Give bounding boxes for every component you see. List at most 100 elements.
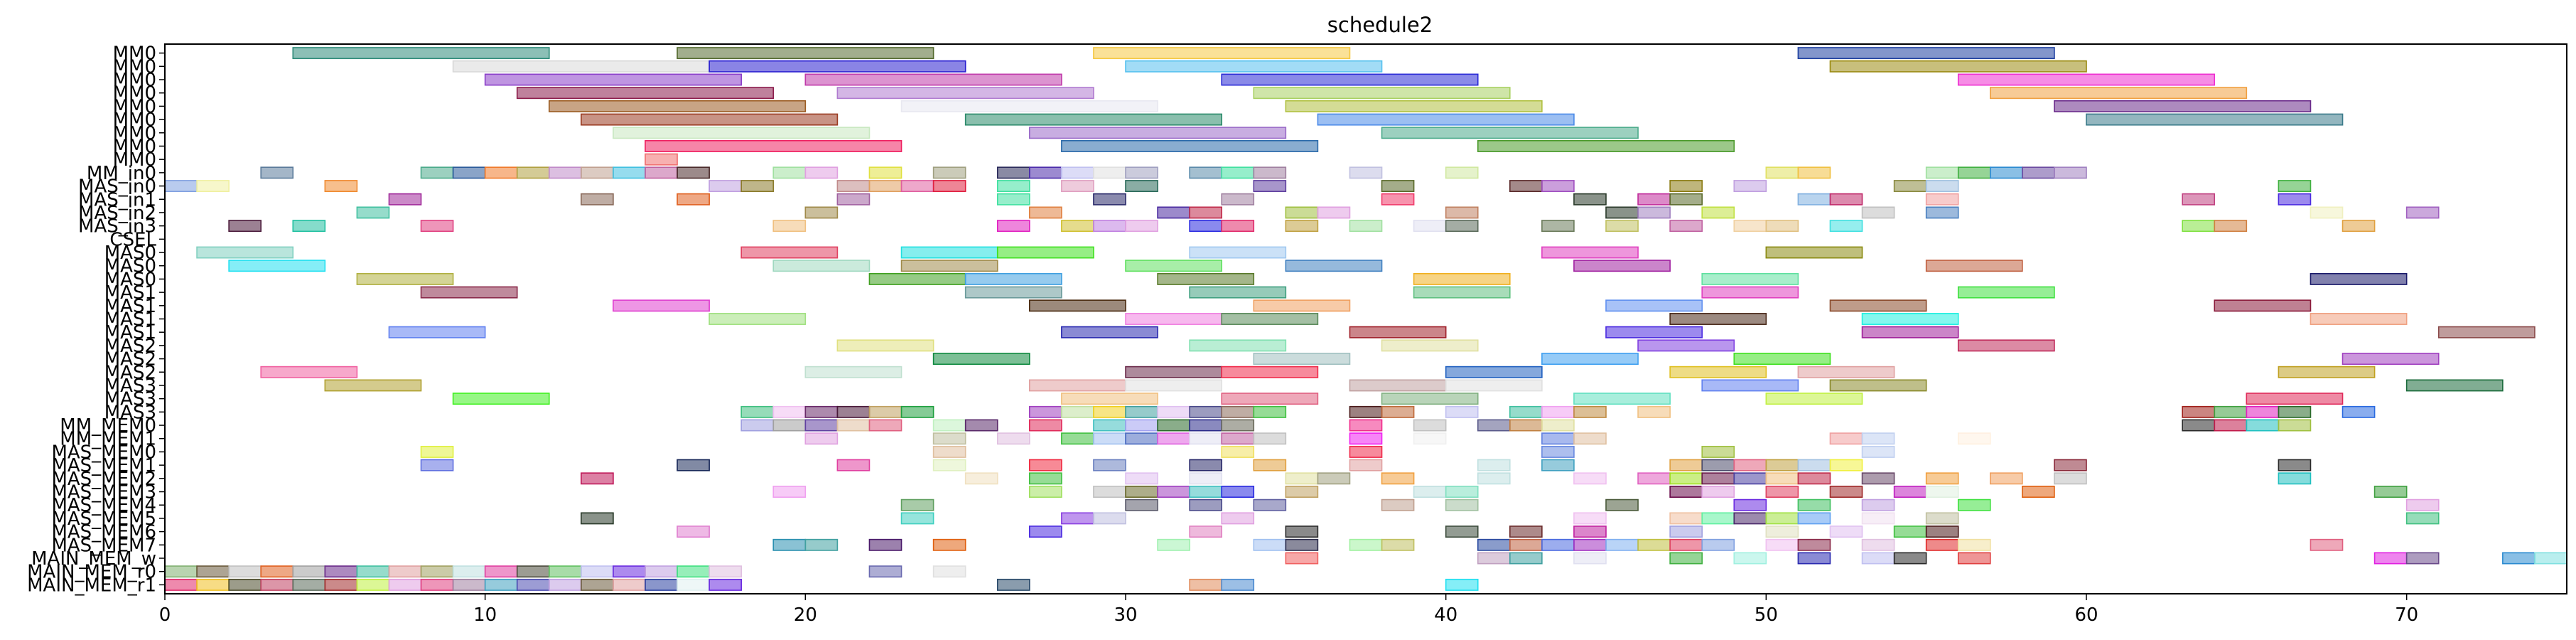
task-bar <box>772 260 871 272</box>
task-bar <box>1349 538 1383 551</box>
task-bar <box>1221 419 1255 432</box>
task-bar <box>420 166 454 179</box>
task-bar <box>1925 512 1959 525</box>
task-bar <box>2310 313 2408 325</box>
task-bar <box>1349 326 1447 338</box>
task-bar <box>1221 486 1255 498</box>
task-bar <box>2086 113 2344 126</box>
task-bar <box>1029 206 1062 219</box>
task-bar <box>1061 166 1094 179</box>
task-bar <box>2341 220 2376 233</box>
task-bar <box>581 512 614 525</box>
task-bar <box>388 326 486 338</box>
row-label: MAS_MEM1 <box>51 455 156 476</box>
task-bar <box>1413 272 1511 285</box>
task-bar <box>868 419 902 432</box>
task-bar <box>1797 459 1831 471</box>
task-bar <box>708 180 743 193</box>
task-bar <box>836 87 1094 100</box>
task-bar <box>2182 405 2216 418</box>
task-bar <box>1957 339 2055 352</box>
task-bar <box>581 113 839 126</box>
task-bar <box>772 166 807 179</box>
row-label: MM0 <box>113 136 156 157</box>
task-bar <box>420 286 518 299</box>
task-bar <box>1445 498 1479 511</box>
task-bar <box>1349 166 1383 179</box>
task-bar <box>196 565 230 578</box>
task-bar <box>1189 286 1287 299</box>
task-bar <box>420 445 454 458</box>
task-bar <box>548 578 582 591</box>
task-bar <box>1061 405 1094 418</box>
task-bar <box>1189 498 1222 511</box>
task-bar <box>677 166 710 179</box>
task-bar <box>1990 166 2023 179</box>
task-bar <box>1477 459 1511 471</box>
task-bar <box>1957 286 2055 299</box>
task-bar <box>1349 432 1383 445</box>
task-bar <box>868 166 902 179</box>
task-bar <box>1125 220 1158 233</box>
task-bar <box>613 578 646 591</box>
task-bar <box>1541 538 1575 551</box>
task-bar <box>1189 246 1287 259</box>
task-bar <box>2278 180 2312 193</box>
task-bar <box>1765 512 1799 525</box>
task-bar <box>1765 393 1863 405</box>
task-bar <box>1733 180 1767 193</box>
task-bar <box>1605 498 1639 511</box>
task-bar <box>836 419 871 432</box>
task-bar <box>1125 366 1222 378</box>
task-bar <box>932 538 966 551</box>
task-bar <box>1445 366 1543 378</box>
task-bar <box>740 405 775 418</box>
task-bar <box>1445 405 1479 418</box>
task-bar <box>196 578 230 591</box>
task-bar <box>677 193 710 206</box>
task-bar <box>996 180 1030 193</box>
task-bar <box>1029 486 1062 498</box>
x-tick-label: 50 <box>1755 604 1778 626</box>
x-tick-label: 40 <box>1434 604 1457 626</box>
task-bar <box>1061 432 1094 445</box>
task-bar <box>613 299 710 312</box>
task-bar <box>1990 87 2248 100</box>
task-bar <box>1701 206 1735 219</box>
task-bar <box>1733 512 1767 525</box>
task-bar <box>1189 339 1287 352</box>
task-bar <box>1157 432 1190 445</box>
task-bar <box>1541 353 1639 366</box>
task-bar <box>1829 60 2087 73</box>
task-bar <box>1061 180 1094 193</box>
task-bar <box>1093 486 1126 498</box>
task-bar <box>1125 472 1158 485</box>
task-bar <box>868 405 902 418</box>
task-bar <box>1221 405 1255 418</box>
task-bar <box>1733 498 1767 511</box>
task-bar <box>1029 166 1062 179</box>
task-bar <box>1701 286 1799 299</box>
task-bar <box>1221 166 1255 179</box>
task-bar <box>1157 419 1190 432</box>
task-bar <box>868 180 902 193</box>
task-bar <box>1765 246 1863 259</box>
task-bar <box>1125 260 1222 272</box>
task-bar <box>1477 472 1511 485</box>
task-bar <box>804 73 1062 86</box>
task-bar <box>1253 432 1287 445</box>
task-bar <box>1957 498 1991 511</box>
task-bar <box>1637 538 1671 551</box>
task-bar <box>1733 220 1767 233</box>
task-bar <box>996 166 1030 179</box>
task-bar <box>164 578 198 591</box>
task-bar <box>1669 472 1703 485</box>
task-bar <box>2373 552 2408 565</box>
row-label: MAS_MEM5 <box>51 508 156 530</box>
task-bar <box>1381 498 1415 511</box>
task-bar <box>420 459 454 471</box>
task-bar <box>1573 405 1607 418</box>
task-bar <box>1925 486 1959 498</box>
row-label: MM_in0 <box>87 163 156 184</box>
task-bar <box>1221 445 1255 458</box>
